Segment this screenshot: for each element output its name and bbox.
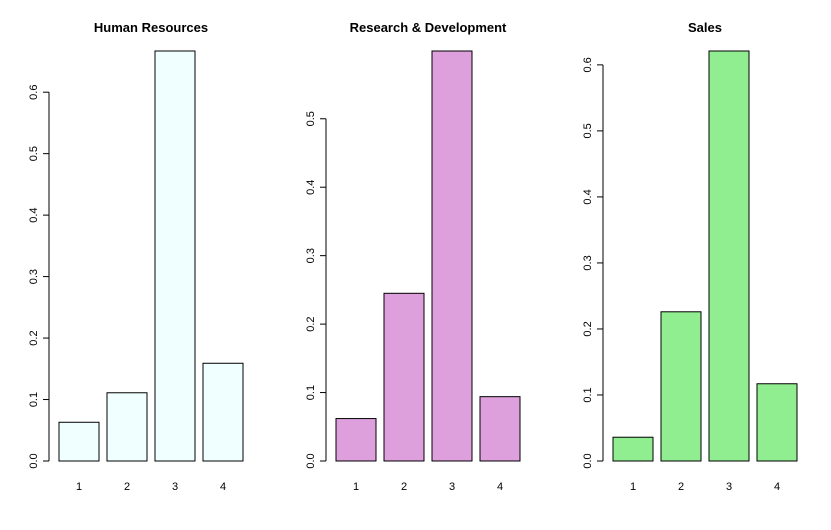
x-tick-label: 1 [76, 481, 82, 493]
x-tick-label: 3 [172, 481, 178, 493]
y-tick-label: 0.6 [28, 85, 40, 100]
x-tick-label: 4 [774, 481, 780, 493]
bar-2 [106, 392, 148, 462]
y-tick-label: 0.3 [582, 255, 594, 270]
x-tick-label: 2 [401, 481, 407, 493]
y-tick-label: 0.2 [305, 316, 317, 331]
y-tick-label: 0.2 [28, 330, 40, 345]
bar-1 [58, 421, 100, 462]
y-tick-label: 0.3 [28, 269, 40, 284]
bar-3 [154, 50, 196, 462]
y-tick-label: 0.1 [582, 387, 594, 402]
x-tick-label: 4 [220, 481, 226, 493]
panel-sales: Sales 0.0 0.1 0.2 0.3 0.4 0.5 0.6 1 2 3 4 [582, 20, 798, 493]
y-tick-label: 0.5 [305, 111, 317, 126]
y-tick-label: 0.1 [28, 392, 40, 407]
y-tick-label: 0.0 [305, 453, 317, 468]
x-tick-label: 4 [497, 481, 503, 493]
bar-4 [756, 383, 798, 462]
x-tick-label: 1 [630, 481, 636, 493]
y-tick-label: 0.0 [28, 453, 40, 468]
x-tick-label: 2 [678, 481, 684, 493]
y-tick-label: 0.4 [28, 207, 40, 222]
panel-title: Research & Development [350, 20, 507, 35]
x-tick-label: 3 [449, 481, 455, 493]
bar-4 [479, 396, 521, 462]
bar-4 [202, 362, 244, 462]
y-tick-label: 0.4 [305, 180, 317, 195]
y-tick-label: 0.1 [305, 385, 317, 400]
panel-title: Sales [688, 20, 722, 35]
x-tick-label: 3 [726, 481, 732, 493]
y-tick-label: 0.0 [582, 453, 594, 468]
bar-2 [660, 311, 702, 462]
y-tick-label: 0.4 [582, 189, 594, 204]
y-tick-label: 0.3 [305, 248, 317, 263]
y-tick-label: 0.6 [582, 57, 594, 72]
y-tick-label: 0.5 [28, 146, 40, 161]
y-tick-label: 0.2 [582, 321, 594, 336]
bar-1 [612, 436, 654, 462]
panel-title: Human Resources [94, 20, 208, 35]
bar-3 [431, 50, 473, 462]
bar-2 [383, 292, 425, 462]
bar-3 [708, 50, 750, 462]
x-tick-label: 2 [124, 481, 130, 493]
x-tick-label: 1 [353, 481, 359, 493]
bar-1 [335, 418, 377, 462]
panel-human-resources: Human Resources 0.0 0.1 0.2 0.3 0.4 0.5 0.6 1 2… [28, 20, 244, 493]
y-tick-label: 0.5 [582, 123, 594, 138]
panel-research-development: Research & Development 0.0 0.1 0.2 0.3 0.4 0.… [305, 20, 521, 493]
